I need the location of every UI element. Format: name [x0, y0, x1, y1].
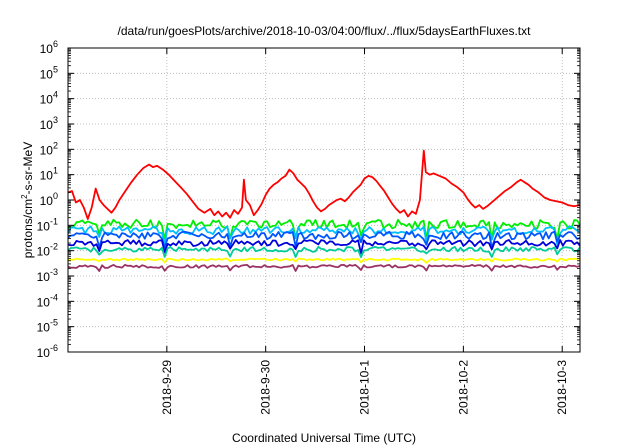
- series-line-4: [67, 239, 581, 255]
- x-tick-label: 2018-10-2: [456, 360, 470, 415]
- series-line-0: [67, 149, 581, 220]
- grid: [68, 48, 580, 352]
- series-line-7: [67, 264, 581, 272]
- y-tick-label: 101: [40, 166, 58, 183]
- y-tick-label: 104: [40, 90, 58, 107]
- x-tick-label: 2018-9-30: [259, 360, 273, 415]
- x-axis-ticks: 2018-9-29 2018-9-30 2018-10-1 2018-10-2 2018…: [160, 48, 569, 415]
- y-axis-ticks: 106 105 104 103 102 101 100 10-1 10-2 10-3 10-4 10-…: [37, 39, 580, 360]
- x-tick-label: 2018-10-3: [555, 360, 569, 415]
- y-tick-label: 10-6: [37, 343, 58, 360]
- series-layer: [67, 149, 581, 272]
- y-tick-label: 10-5: [37, 318, 58, 335]
- x-tick-label: 2018-9-29: [160, 360, 174, 415]
- x-tick-label: 2018-10-1: [358, 360, 372, 415]
- series-line-6: [67, 257, 581, 264]
- y-axis-label: protons/cm2-s-sr-MeV: [20, 142, 35, 258]
- y-tick-label: 102: [40, 140, 58, 157]
- y-tick-label: 10-2: [37, 242, 58, 259]
- y-tick-label: 106: [40, 39, 58, 56]
- series-line-5: [67, 246, 581, 259]
- series-line-3: [67, 230, 581, 249]
- x-axis-label: Coordinated Universal Time (UTC): [232, 431, 416, 445]
- y-tick-label: 103: [40, 115, 58, 132]
- y-tick-label: 10-3: [37, 267, 58, 284]
- series-line-2: [67, 225, 581, 246]
- y-tick-label: 10-1: [37, 216, 58, 233]
- chart-title: /data/run/goesPlots/archive/2018-10-03/0…: [118, 24, 532, 38]
- y-tick-label: 105: [40, 64, 58, 81]
- y-tick-label: 10-4: [37, 292, 58, 309]
- y-tick-label: 100: [40, 191, 58, 208]
